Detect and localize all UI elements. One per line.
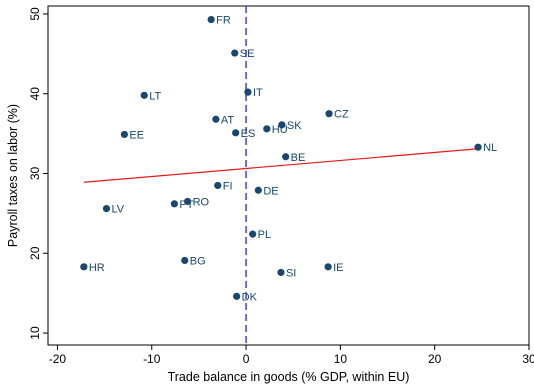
data-point <box>249 230 257 238</box>
x-tick-label: 20 <box>428 352 442 366</box>
data-point <box>263 125 271 133</box>
data-point <box>102 205 111 213</box>
point-label: CZ <box>334 109 349 121</box>
point-label: SK <box>287 120 302 132</box>
x-axis-title: Trade balance in goods (% GDP, within EU… <box>168 370 410 384</box>
point-label: DK <box>242 291 258 303</box>
y-tick-label: 30 <box>28 167 42 181</box>
x-tick-label: -10 <box>143 352 161 366</box>
point-label: DE <box>263 185 278 197</box>
data-point <box>181 256 189 265</box>
y-tick-label: 40 <box>28 87 42 101</box>
data-point <box>80 263 88 271</box>
data-point <box>214 181 222 190</box>
data-point <box>183 197 192 206</box>
point-label: SI <box>286 267 296 279</box>
data-point <box>233 292 241 300</box>
point-label: FR <box>216 15 231 27</box>
point-label: LT <box>149 90 161 102</box>
data-point <box>325 110 333 118</box>
point-label: IE <box>333 262 343 274</box>
data-point <box>474 143 482 151</box>
data-point <box>231 49 239 57</box>
data-point <box>278 121 286 129</box>
data-point <box>324 263 332 271</box>
data-point <box>254 186 262 194</box>
chart-lines <box>83 6 479 345</box>
y-tick-label: 20 <box>28 246 42 260</box>
data-point <box>277 268 285 277</box>
data-point <box>140 91 148 99</box>
point-label: RO <box>193 196 210 208</box>
point-label: SE <box>240 48 255 60</box>
point-label: PT <box>179 199 193 211</box>
axes: -20 -10 0 10 20 30 10 20 30 40 50 <box>28 5 534 366</box>
plot-frame <box>47 5 530 346</box>
point-label: BE <box>291 152 306 164</box>
point-label: HU <box>272 124 288 136</box>
point-label: NL <box>483 142 497 154</box>
x-tick-label: -20 <box>49 352 67 366</box>
x-tick-label: 10 <box>334 352 348 366</box>
point-label: IT <box>253 87 263 99</box>
point-label: BG <box>190 255 206 267</box>
point-label: LV <box>111 204 124 216</box>
point-label: PL <box>258 229 271 241</box>
point-label: ES <box>241 128 256 140</box>
fit-line <box>83 148 479 183</box>
x-tick-label: 0 <box>243 352 250 366</box>
data-point <box>232 129 240 137</box>
x-tick-label: 30 <box>522 352 534 366</box>
data-point <box>207 15 215 24</box>
point-label: EE <box>129 129 144 141</box>
data-point <box>212 115 220 123</box>
y-axis-title: Payroll taxes on labor (%) <box>6 104 20 247</box>
data-point <box>244 88 252 96</box>
point-label: HR <box>89 262 105 274</box>
point-label: FI <box>223 180 233 192</box>
point-label: AT <box>221 114 235 126</box>
y-tick-label: 10 <box>28 326 42 340</box>
data-point <box>282 153 290 161</box>
data-point <box>120 130 128 139</box>
y-tick-label: 50 <box>28 7 42 21</box>
data-point <box>170 200 178 208</box>
